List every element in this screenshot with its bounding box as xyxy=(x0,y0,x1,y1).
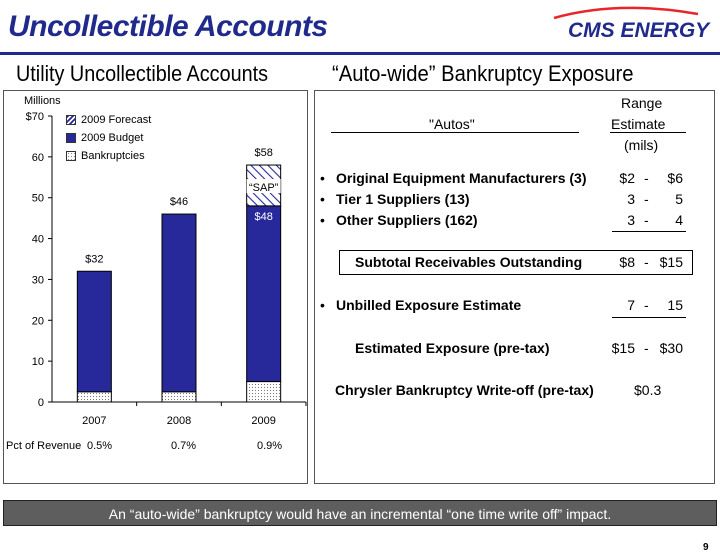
row-high: 5 xyxy=(675,191,683,207)
page-number: 9 xyxy=(703,542,709,553)
unbilled-dash: - xyxy=(644,297,649,313)
subtotal-label: Subtotal Receivables Outstanding xyxy=(355,254,583,270)
row-low: $2 xyxy=(619,170,635,186)
forecast-swatch xyxy=(66,115,76,125)
x-tick-label: 2008 xyxy=(167,415,191,427)
autos-underline xyxy=(331,132,579,133)
subtotal-box xyxy=(339,250,693,275)
bar-segment-2009-budget xyxy=(161,213,197,393)
legend-label: 2009 Forecast xyxy=(81,114,152,126)
legend-label: 2009 Budget xyxy=(81,132,144,144)
bullet: • xyxy=(320,170,325,186)
mils-header: (mils) xyxy=(624,137,659,153)
estimate-underline xyxy=(610,132,686,133)
cms-energy-logo: CMS ENERGY xyxy=(553,6,711,42)
y-tick-label: 50 xyxy=(32,193,44,205)
footer-banner: An “auto-wide” bankruptcy would have an … xyxy=(3,500,717,526)
sap-label-bg xyxy=(246,179,281,194)
row-label: Tier 1 Suppliers (13) xyxy=(336,191,470,207)
y-tick-label: 60 xyxy=(32,152,44,164)
bar-segment-bankruptcies xyxy=(246,381,282,403)
unbilled-label: Unbilled Exposure Estimate xyxy=(336,297,522,313)
estimated-low: $15 xyxy=(611,340,635,356)
row-low: 3 xyxy=(627,191,635,207)
pct-2008: 0.7% xyxy=(171,440,197,452)
page-title: Uncollectible Accounts xyxy=(8,10,328,43)
bankruptcies-swatch xyxy=(66,151,76,161)
row-high: 4 xyxy=(675,212,683,228)
bullet: • xyxy=(320,191,325,207)
row-label: Original Equipment Manufacturers (3) xyxy=(336,170,587,186)
bar-total-label: $58 xyxy=(254,147,272,159)
y-tick-label: 10 xyxy=(32,356,44,368)
y-tick-label: 40 xyxy=(32,234,44,246)
range-header: Range xyxy=(621,95,663,111)
x-tick-label: 2007 xyxy=(82,415,106,427)
y-tick-label: $70 xyxy=(26,111,44,123)
row-high: $6 xyxy=(667,170,683,186)
subtotal-high: $15 xyxy=(659,254,683,270)
row-low: 3 xyxy=(627,212,635,228)
estimate-header: Estimate xyxy=(611,116,666,132)
autos-column-header: "Autos" xyxy=(429,116,475,132)
sum-underline xyxy=(612,231,686,232)
bar-segment-2009-budget xyxy=(246,205,282,383)
uncollectible-chart: Millions $70 60 50 40 30 20 10 0 $32 2007 $46 2008 $5… xyxy=(24,95,307,427)
exposure-panel xyxy=(314,90,715,484)
estimated-label: Estimated Exposure (pre-tax) xyxy=(355,340,550,356)
chrysler-label: Chrysler Bankruptcy Write-off (pre-tax) xyxy=(335,382,594,398)
row-dash: - xyxy=(644,212,649,228)
legend-item-budget: 2009 Budget xyxy=(66,132,143,144)
bar-segment-bankruptcies xyxy=(161,391,197,403)
y-axis-title: Millions xyxy=(24,95,61,107)
row-dash: - xyxy=(644,191,649,207)
forecast-inner-label: “SAP” xyxy=(249,182,279,194)
budget-swatch xyxy=(66,133,76,143)
row-dash: - xyxy=(644,170,649,186)
x-tick-label: 2009 xyxy=(251,415,275,427)
logo-text: CMS ENERGY xyxy=(568,19,711,42)
estimated-dash: - xyxy=(644,340,649,356)
unbilled-underline xyxy=(612,317,686,318)
bullet: • xyxy=(320,212,325,228)
pct-2009: 0.9% xyxy=(257,440,283,452)
bullet: • xyxy=(320,297,325,313)
title-rule xyxy=(0,52,720,55)
chrysler-value: $0.3 xyxy=(634,382,662,398)
unbilled-low: 7 xyxy=(627,297,635,313)
pct-revenue-label: Pct of Revenue xyxy=(6,440,82,452)
right-heading: “Auto-wide” Bankruptcy Exposure xyxy=(332,61,634,86)
legend-label: Bankruptcies xyxy=(81,150,145,162)
legend-item-forecast: 2009 Forecast xyxy=(66,114,151,126)
unbilled-high: 15 xyxy=(667,297,683,313)
bar-segment-2009-budget xyxy=(76,270,112,393)
bar-total-label: $32 xyxy=(85,253,103,265)
y-tick-label: 30 xyxy=(32,274,44,286)
bar-segment-bankruptcies xyxy=(76,391,112,403)
pct-2007: 0.5% xyxy=(87,440,113,452)
row-label: Other Suppliers (162) xyxy=(336,212,478,228)
bar-total-label: $46 xyxy=(170,196,188,208)
subtotal-low: $8 xyxy=(619,254,635,270)
budget-inner-label: $48 xyxy=(254,211,272,223)
subtotal-dash: - xyxy=(644,254,649,270)
chart-panel xyxy=(3,90,308,484)
legend-item-bankruptcies: Bankruptcies xyxy=(66,150,145,162)
y-tick-label: 0 xyxy=(38,397,44,409)
y-tick-label: 20 xyxy=(32,315,44,327)
estimated-high: $30 xyxy=(659,340,683,356)
left-heading: Utility Uncollectible Accounts xyxy=(16,61,269,86)
